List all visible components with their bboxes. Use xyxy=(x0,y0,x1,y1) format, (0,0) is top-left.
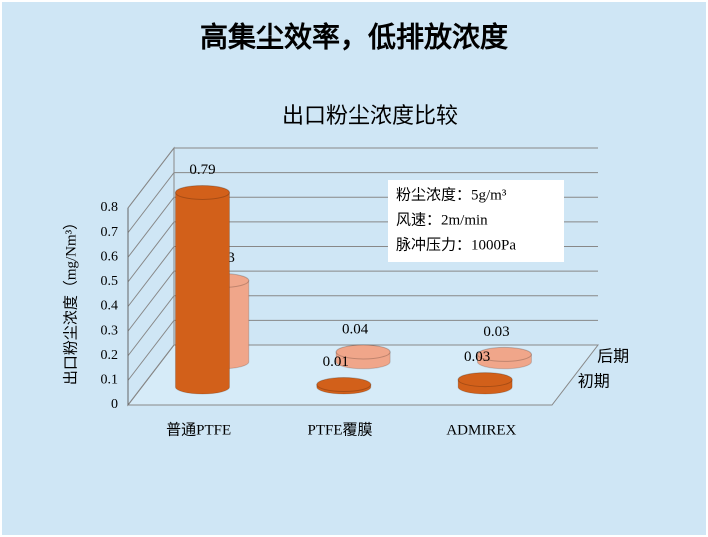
y-tick-label: 0.2 xyxy=(101,348,119,363)
legend-label: 后期 xyxy=(597,347,629,365)
bar-top xyxy=(476,346,532,362)
bar-body xyxy=(174,191,230,395)
y-tick-label: 0.5 xyxy=(101,274,119,289)
value-label: 0.04 xyxy=(342,321,369,337)
bar-top xyxy=(457,372,513,388)
x-tick-label: 普通PTFE xyxy=(166,421,231,438)
value-label: 0.01 xyxy=(323,354,349,370)
y-tick-label: 0.3 xyxy=(101,323,119,338)
x-tick-label: ADMIREX xyxy=(446,422,516,438)
bar xyxy=(476,346,532,370)
page-title: 高集尘效率，低排放浓度 xyxy=(200,20,508,53)
plot: 00.10.20.30.40.50.60.70.80.330.040.03后期0… xyxy=(101,146,629,438)
annotation-box xyxy=(388,180,564,262)
x-tick-label: PTFE覆膜 xyxy=(307,421,372,438)
value-label: 0.79 xyxy=(189,162,215,178)
y-tick-label: 0.1 xyxy=(101,373,119,388)
value-label: 0.03 xyxy=(483,324,509,340)
grid-line xyxy=(127,147,598,209)
bar-top xyxy=(335,344,391,360)
bar xyxy=(174,184,230,395)
annotation: 风速：2m/min xyxy=(396,211,488,228)
bar xyxy=(335,344,391,370)
bar-top xyxy=(316,377,372,393)
y-axis-label: 出口粉尘浓度（mg/Nm³） xyxy=(62,215,79,385)
chart-title: 出口粉尘浓度比较 xyxy=(282,103,458,128)
bar xyxy=(457,372,513,395)
bar xyxy=(316,377,372,395)
value-label: 0.03 xyxy=(464,349,490,365)
y-tick-label: 0 xyxy=(111,397,118,412)
grid-line xyxy=(127,344,598,406)
y-tick-label: 0.6 xyxy=(101,249,119,264)
y-tick-label: 0.7 xyxy=(101,225,119,240)
bar-top xyxy=(174,184,230,200)
grid-line xyxy=(127,270,598,332)
grid-line xyxy=(127,295,598,357)
grid-line xyxy=(127,172,598,233)
annotation: 粉尘浓度：5g/m³ xyxy=(396,186,507,203)
annotation: 脉冲压力：1000Pa xyxy=(396,236,516,253)
legend-label: 初期 xyxy=(578,373,610,391)
y-tick-label: 0.4 xyxy=(101,299,119,314)
grid-line xyxy=(127,319,598,381)
y-tick-label: 0.8 xyxy=(101,200,119,215)
